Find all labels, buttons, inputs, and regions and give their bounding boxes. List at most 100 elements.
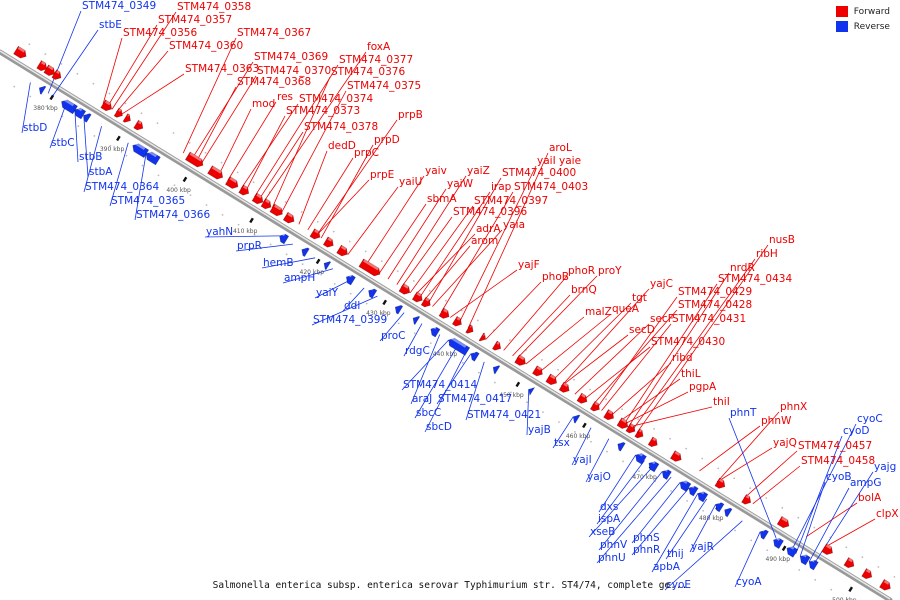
reverse-gene	[430, 325, 441, 338]
gene-label-fwd-10: STM474_0376	[331, 66, 405, 78]
tick-label: 480 kbp	[699, 515, 724, 522]
gene-label-fwd-18: prpB	[398, 109, 423, 121]
reverse-gene	[394, 303, 404, 315]
leader-line	[665, 498, 708, 560]
reverse-gene-shine	[681, 479, 688, 484]
track-dot	[606, 450, 608, 453]
forward-gene	[122, 113, 131, 123]
tick-label: 430 kbp	[366, 310, 391, 317]
forward-gene-body	[451, 315, 462, 327]
track-dot	[877, 566, 880, 568]
reverse-gene	[697, 490, 709, 503]
gene-label-rev-17: rdgC	[405, 345, 430, 357]
forward-gene-body	[438, 307, 450, 319]
track-dot	[284, 201, 287, 203]
leader-line	[485, 281, 542, 340]
forward-gene-shine	[719, 478, 724, 483]
reverse-gene-shine	[650, 459, 656, 465]
gene-label-rev-42: cyoD	[843, 425, 870, 437]
forward-gene-shine	[314, 229, 319, 234]
forward-gene-shine	[287, 212, 294, 218]
gene-label-fwd-3: STM474_0360	[169, 40, 243, 52]
leader-line	[583, 346, 651, 400]
leader-line	[598, 471, 663, 551]
leader-line	[320, 144, 374, 239]
gene-label-rev-15: STM474_0399	[313, 314, 387, 326]
gene-label-fwd-50: STM474_0434	[718, 273, 792, 285]
track-dot	[413, 332, 416, 335]
track-dot	[157, 174, 160, 177]
gene-label-fwd-39: phoB	[542, 271, 569, 283]
tick-mark	[116, 135, 121, 142]
forward-gene-body	[51, 69, 62, 80]
leader-line	[574, 323, 650, 395]
forward-gene	[51, 69, 62, 80]
leader-line	[403, 323, 423, 357]
leader-line	[261, 257, 316, 269]
reverse-gene-shine	[619, 440, 622, 444]
forward-gene	[861, 568, 873, 580]
forward-gene	[36, 60, 48, 72]
forward-gene-body	[238, 184, 250, 196]
forward-gene	[821, 543, 833, 555]
forward-gene-body	[36, 60, 48, 72]
forward-gene	[207, 165, 224, 180]
gene-label-fwd-2: STM474_0356	[123, 27, 197, 39]
forward-gene-shine	[745, 495, 750, 499]
forward-gene	[634, 428, 644, 439]
forward-gene	[669, 450, 682, 462]
reverse-gene	[279, 232, 290, 245]
reverse-gene-body	[279, 233, 290, 245]
reverse-gene-body	[74, 107, 87, 120]
leader-line	[743, 450, 798, 499]
forward-gene-body	[260, 198, 272, 210]
forward-gene-shine	[536, 366, 542, 371]
forward-gene	[336, 244, 348, 257]
track-dot	[590, 440, 592, 443]
track-dot	[428, 289, 431, 292]
reverse-gene	[715, 501, 725, 513]
track-dot	[766, 549, 769, 552]
leader-line	[342, 287, 365, 312]
track-dot	[13, 85, 16, 88]
reverse-gene-shine	[397, 303, 400, 307]
reverse-gene-shine	[495, 364, 498, 367]
gene-label-rev-22: STM474_0421	[467, 409, 541, 421]
forward-gene-body	[879, 579, 891, 591]
reverse-gene	[74, 106, 87, 120]
reverse-gene-body	[572, 414, 581, 424]
gene-label-rev-8: STM474_0366	[136, 209, 210, 221]
leader-line	[728, 417, 779, 543]
track-dot	[364, 250, 367, 253]
track-dot	[686, 500, 689, 502]
legend-label-reverse: Reverse	[853, 21, 890, 32]
leader-line	[409, 205, 474, 294]
gene-label-rev-6: STM474_0364	[85, 181, 159, 193]
gene-label-fwd-29: STM474_0400	[502, 167, 576, 179]
reverse-gene-shine	[726, 506, 729, 510]
forward-gene	[282, 211, 295, 224]
reverse-gene-shine	[690, 484, 695, 489]
leader-line	[191, 61, 254, 159]
gene-label-rev-35: thij	[667, 548, 684, 560]
track-dot	[702, 509, 705, 512]
reverse-gene-body	[83, 113, 92, 123]
gene-label-fwd-12: STM474_0375	[347, 80, 421, 92]
leader-line	[83, 115, 89, 178]
gene-label-fwd-44: tgt	[632, 292, 647, 304]
track-dot	[445, 352, 448, 354]
leader-line	[200, 75, 257, 165]
leader-line	[109, 142, 129, 207]
leader-line	[427, 177, 502, 304]
forward-gene	[100, 99, 113, 112]
gene-label-rev-24: yajB	[528, 424, 551, 436]
gene-label-fwd-46: malZ	[585, 306, 612, 318]
leader-line	[596, 296, 678, 409]
tick-label: 490 kbp	[766, 556, 791, 563]
leader-line	[689, 504, 717, 553]
leader-line	[561, 334, 629, 387]
forward-gene-shine	[17, 46, 26, 53]
tick-mark	[582, 422, 587, 429]
tick-label: 410 kbp	[233, 228, 258, 235]
leader-line	[512, 294, 571, 357]
